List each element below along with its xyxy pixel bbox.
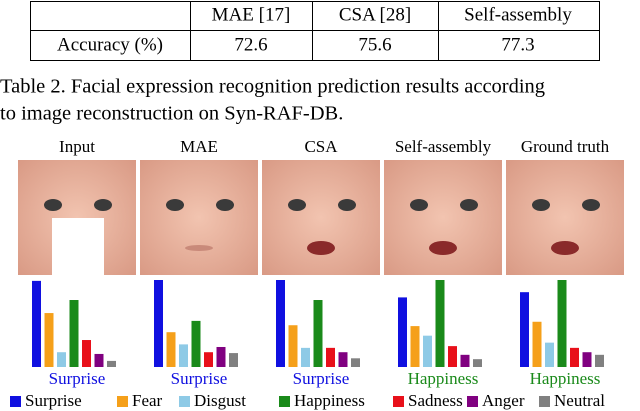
eye: [288, 199, 306, 211]
bar: [338, 352, 348, 367]
bar: [595, 354, 604, 367]
bar: [69, 300, 79, 367]
prediction-label: Surprise: [49, 369, 106, 388]
eye: [410, 199, 428, 211]
column-header: Self-assembly: [464, 4, 572, 25]
prediction-label: Happiness: [408, 369, 479, 388]
bar: [57, 352, 66, 367]
bar: [44, 313, 54, 367]
cell: 77.3: [501, 34, 534, 55]
cell: 72.6: [234, 34, 267, 55]
legend-label: Neutral: [554, 391, 605, 410]
bar: [94, 353, 104, 367]
caption-line: to image reconstruction on Syn-RAF-DB.: [0, 103, 343, 125]
prediction-label: Surprise: [293, 369, 350, 388]
face-image: [384, 160, 502, 275]
mouth: [307, 241, 335, 255]
bar: [326, 347, 335, 367]
panel-title: MAE: [180, 137, 218, 156]
bar: [448, 346, 457, 367]
mouth: [551, 241, 579, 255]
bar: [410, 326, 420, 367]
legend-swatch: [393, 396, 404, 407]
legend-swatch: [179, 396, 190, 407]
eye: [94, 199, 112, 211]
legend-swatch: [117, 396, 128, 407]
bar: [229, 353, 238, 367]
prediction-label: Happiness: [530, 369, 601, 388]
face-image: [506, 160, 624, 275]
prediction-label: Surprise: [171, 369, 228, 388]
eye: [532, 199, 550, 211]
caption-line: Table 2. Facial expression recognition p…: [0, 76, 545, 98]
bar: [191, 320, 201, 367]
bar: [204, 352, 213, 367]
bar: [582, 352, 592, 367]
bar: [473, 359, 482, 367]
bar: [276, 280, 285, 367]
panel-title: Ground truth: [521, 137, 610, 156]
bar: [107, 360, 116, 367]
bar: [166, 332, 176, 367]
bar: [532, 321, 542, 367]
bar: [351, 358, 360, 367]
panel-title: CSA: [304, 137, 338, 156]
bar: [570, 347, 579, 367]
legend-label: Happiness: [294, 391, 365, 410]
bar: [313, 300, 323, 367]
legend-label: Fear: [132, 391, 163, 410]
eye: [216, 199, 234, 211]
bar: [398, 297, 407, 367]
face-image: [140, 160, 258, 275]
bar: [460, 354, 470, 367]
bar: [301, 347, 310, 367]
table-lines: [30, 1, 600, 61]
column-header: MAE [17]: [212, 4, 291, 25]
legend-swatch: [467, 396, 478, 407]
bar: [423, 335, 432, 367]
bar: [32, 280, 41, 367]
eye: [338, 199, 356, 211]
eye: [582, 199, 600, 211]
cell: 75.6: [358, 34, 391, 55]
panel-title: Self-assembly: [395, 137, 492, 156]
bar: [545, 342, 554, 367]
row-label: Accuracy (%): [57, 34, 163, 55]
bar: [435, 280, 445, 367]
bar: [216, 346, 226, 367]
legend-swatch: [279, 396, 290, 407]
eye: [460, 199, 478, 211]
eye: [166, 199, 184, 211]
mask: [52, 218, 104, 275]
column-header: CSA [28]: [339, 4, 411, 25]
legend-label: Surprise: [25, 391, 82, 410]
legend-label: Disgust: [194, 391, 246, 410]
bar: [288, 325, 298, 367]
bar: [557, 280, 567, 367]
legend-swatch: [539, 396, 550, 407]
legend-label: Sadness: [408, 391, 463, 410]
bar: [520, 292, 529, 367]
face-image: [262, 160, 380, 275]
mouth: [185, 245, 213, 251]
bar: [82, 340, 91, 367]
eye: [44, 199, 62, 211]
bar: [154, 280, 163, 367]
legend-swatch: [10, 396, 21, 407]
legend-label: Anger: [482, 391, 525, 410]
bar: [179, 344, 188, 367]
panel-title: Input: [59, 137, 95, 156]
mouth: [429, 241, 457, 255]
